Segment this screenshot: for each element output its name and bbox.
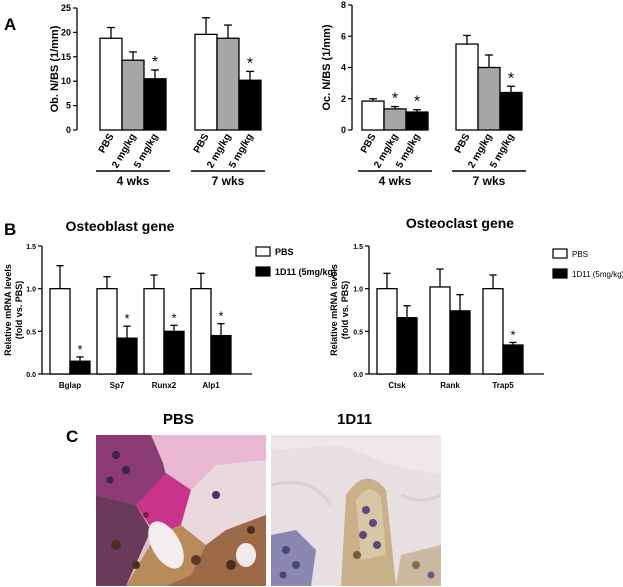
micrograph-label-pbs: PBS: [163, 411, 194, 428]
bar-Trap5-0: [482, 288, 504, 375]
y-tick-label: 20: [61, 27, 71, 37]
legend-swatch: [552, 268, 568, 279]
legend-swatch: [552, 248, 568, 259]
y-axis-title: Relative mRNA levels: [329, 264, 339, 356]
category-label: Trap5: [492, 381, 514, 390]
y-tick-label: 1.0: [26, 287, 36, 294]
legend-label: PBS: [275, 247, 294, 257]
bar-7-wks-0: [455, 43, 479, 131]
legend-label: 1D11 (5mg/kg): [275, 267, 336, 277]
bar-7-wks-1: [477, 66, 501, 131]
panel-label-a: A: [4, 15, 16, 34]
bar-Ctsk-0: [376, 288, 398, 375]
bar-Trap5-1: [502, 344, 524, 375]
significance-star: *: [124, 311, 129, 326]
bar-Runx2-0: [143, 288, 165, 375]
significance-star: *: [247, 55, 253, 72]
y-tick-label: 2: [341, 94, 346, 104]
category-label: Runx2: [152, 381, 177, 390]
y-tick-label: 5: [66, 101, 71, 111]
y-tick-label: 1.0: [353, 287, 363, 294]
bar-Ctsk-1: [396, 317, 418, 375]
panel-label-c: C: [66, 427, 78, 446]
y-axis-title: Relative mRNA levels: [3, 264, 13, 356]
bar-4-wks-1: [121, 59, 145, 131]
group-label: 4 wks: [379, 174, 412, 188]
bar-Bglap-0: [49, 288, 71, 375]
bar-4-wks-0: [361, 100, 385, 131]
category-label: Rank: [440, 381, 460, 390]
bar-Sp7-1: [116, 337, 138, 375]
micrograph-pbs: [96, 435, 266, 586]
bar-7-wks-2: [238, 79, 262, 131]
category-label: PBS: [192, 132, 212, 156]
bar-4-wks-1: [383, 108, 407, 131]
group-label: 7 wks: [212, 174, 245, 188]
significance-star: *: [508, 70, 514, 87]
category-label: Alp1: [202, 381, 220, 390]
significance-star: *: [218, 309, 223, 324]
legend-label: 1D11 (5mg/kg): [572, 270, 623, 279]
chart-title: Osteoclast gene: [406, 215, 514, 231]
y-axis-title-line2: (fold vs. PBS): [14, 281, 24, 340]
bar-Alp1-0: [190, 288, 212, 375]
significance-star: *: [171, 310, 176, 325]
y-tick-label: 0.5: [353, 329, 363, 336]
category-label: Sp7: [110, 381, 125, 390]
y-tick-label: 1.5: [26, 244, 36, 251]
category-label: Bglap: [59, 381, 81, 390]
group-label: 4 wks: [117, 174, 150, 188]
y-tick-label: 0: [66, 125, 71, 135]
y-tick-label: 0: [341, 125, 346, 135]
micrograph-1d11: [271, 435, 441, 586]
significance-star: *: [510, 327, 515, 342]
legend-label: PBS: [572, 250, 588, 259]
bar-Runx2-1: [163, 330, 185, 375]
panel-label-b: B: [4, 220, 16, 239]
bar-4-wks-0: [99, 37, 123, 131]
y-tick-label: 8: [341, 0, 346, 10]
bar-4-wks-2: [405, 111, 429, 131]
y-tick-label: 4: [341, 63, 346, 73]
chart-title: Osteoblast gene: [66, 218, 175, 234]
bar-7-wks-0: [194, 33, 218, 131]
legend-swatch: [255, 246, 271, 257]
bar-4-wks-2: [143, 78, 167, 131]
y-tick-label: 25: [61, 3, 71, 13]
y-axis-title: Oc. N/BS (1/mm): [321, 24, 333, 111]
bar-Bglap-1: [69, 360, 91, 375]
y-tick-label: 0.0: [26, 372, 36, 379]
chart-osteoclast-gene: Osteoclast gene 0.0 0.5 1.0 1.5 Relative mRNA…: [329, 215, 623, 390]
y-tick-label: 15: [61, 52, 71, 62]
micrograph-label-1d11: 1D11: [337, 411, 373, 428]
y-tick-label: 1.5: [353, 244, 363, 251]
y-tick-label: 0.0: [353, 372, 363, 379]
significance-star: *: [392, 91, 398, 108]
bar-Rank-1: [449, 310, 471, 375]
chart-osteoblast-gene: Osteoblast gene 0.0 0.5 1.0 1.5 Relative mRNA…: [3, 218, 336, 390]
significance-star: *: [414, 94, 420, 111]
bar-Sp7-0: [96, 288, 118, 375]
category-label: PBS: [97, 132, 117, 156]
y-axis-title-line2: (fold vs. PBS): [340, 281, 350, 340]
bar-7-wks-2: [499, 91, 523, 131]
y-tick-label: 0.5: [26, 329, 36, 336]
group-label: 7 wks: [473, 174, 506, 188]
category-label: PBS: [359, 132, 379, 156]
category-label: PBS: [453, 132, 473, 156]
significance-star: *: [152, 54, 158, 71]
bar-7-wks-1: [216, 37, 240, 131]
y-axis-title: Ob. N/BS (1/mm): [49, 25, 61, 112]
y-tick-label: 6: [341, 31, 346, 41]
bar-Alp1-1: [210, 334, 232, 375]
category-label: Ctsk: [388, 381, 406, 390]
bar-Rank-0: [429, 286, 451, 375]
legend-swatch: [255, 266, 271, 277]
y-tick-label: 10: [61, 76, 71, 86]
significance-star: *: [77, 342, 82, 357]
